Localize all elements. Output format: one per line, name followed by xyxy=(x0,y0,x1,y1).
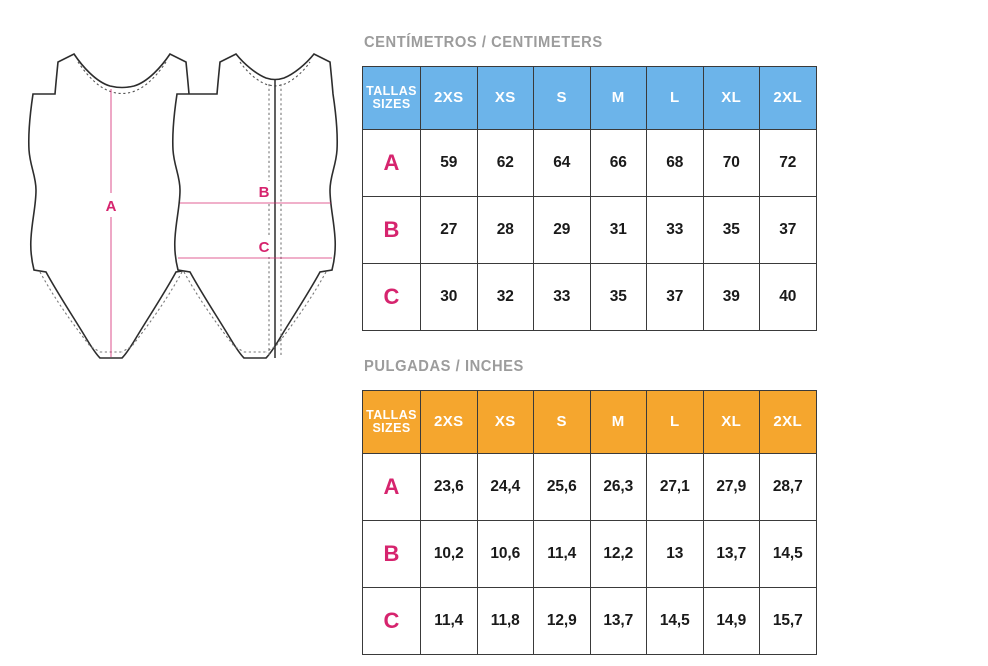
cell-c-xl-cm: 39 xyxy=(702,263,760,331)
cell-b-m-inches: 12,2 xyxy=(589,520,647,588)
header-size-s-inches: S xyxy=(533,390,591,454)
cell-b-l-inches: 13 xyxy=(646,520,704,588)
cell-a-l-inches: 27,1 xyxy=(646,453,704,521)
table-title-inches: PULGADAS / INCHES xyxy=(364,358,524,375)
cell-c-2xs-inches: 11,4 xyxy=(420,587,478,655)
header-size-m-inches: M xyxy=(589,390,647,454)
header-size-l-inches: L xyxy=(646,390,704,454)
cell-c-2xl-cm: 40 xyxy=(759,263,817,331)
header-sizes-label-cm-line2: SIZES xyxy=(372,97,411,111)
measure-label-c: C xyxy=(259,239,270,256)
cell-b-s-inches: 11,4 xyxy=(533,520,591,588)
cell-c-l-cm: 37 xyxy=(646,263,704,331)
cell-b-xs-cm: 28 xyxy=(476,196,534,264)
row-label-a-inches: A xyxy=(362,453,421,521)
cell-a-2xs-cm: 59 xyxy=(420,129,478,197)
cell-a-l-cm: 68 xyxy=(646,129,704,197)
cell-a-2xl-cm: 72 xyxy=(759,129,817,197)
front-right-leg-stitch xyxy=(121,271,183,353)
header-sizes-label-cm-line1: TALLAS xyxy=(366,83,417,98)
table-title-centimeters: CENTÍMETROS / CENTIMETERS xyxy=(364,34,603,51)
header-sizes-label-inches-line2: SIZES xyxy=(372,421,411,435)
back-outline xyxy=(171,52,339,359)
header-size-xl-inches: XL xyxy=(702,390,760,454)
header-sizes-label-inches-line1: TALLAS xyxy=(366,407,417,422)
header-size-2xs-cm: 2XS xyxy=(420,66,478,130)
cell-b-2xl-cm: 37 xyxy=(759,196,817,264)
row-label-b-cm: B xyxy=(362,196,421,264)
cell-a-xl-cm: 70 xyxy=(702,129,760,197)
front-left-leg-stitch xyxy=(39,271,101,353)
swimsuit-front-view: A xyxy=(27,52,195,359)
cell-c-xs-cm: 32 xyxy=(476,263,534,331)
cell-a-m-inches: 26,3 xyxy=(589,453,647,521)
header-size-xs-cm: XS xyxy=(476,66,534,130)
header-size-m-cm: M xyxy=(589,66,647,130)
back-right-leg-stitch xyxy=(265,271,327,353)
cell-a-s-inches: 25,6 xyxy=(533,453,591,521)
table-row: C 11,4 11,8 12,9 13,7 14,5 14,9 15,7 xyxy=(362,587,817,655)
table-row: A 23,6 24,4 25,6 26,3 27,1 27,9 28,7 xyxy=(362,453,817,521)
table-row: B 27 28 29 31 33 35 37 xyxy=(362,196,817,264)
back-left-leg-stitch xyxy=(183,271,245,353)
header-size-xs-inches: XS xyxy=(476,390,534,454)
size-table-centimeters: TALLAS SIZES 2XS XS S M L XL 2XL A 59 62 xyxy=(362,66,817,331)
cell-c-m-cm: 35 xyxy=(589,263,647,331)
cell-a-m-cm: 66 xyxy=(589,129,647,197)
row-label-c-inches: C xyxy=(362,587,421,655)
header-sizes-label-cm: TALLAS SIZES xyxy=(362,66,421,130)
measure-label-a: A xyxy=(106,198,117,215)
table-row: C 30 32 33 35 37 39 40 xyxy=(362,263,817,331)
header-size-s-cm: S xyxy=(533,66,591,130)
size-tables-panel: CENTÍMETROS / CENTIMETERS TALLAS SIZES 2… xyxy=(362,0,832,666)
cell-b-2xs-inches: 10,2 xyxy=(420,520,478,588)
size-table-inches-block: PULGADAS / INCHES TALLAS SIZES 2XS XS S … xyxy=(362,358,817,655)
row-label-b-inches: B xyxy=(362,520,421,588)
size-table-centimeters-block: CENTÍMETROS / CENTIMETERS TALLAS SIZES 2… xyxy=(362,34,817,331)
measure-label-a-bg xyxy=(103,193,120,217)
cell-a-xs-inches: 24,4 xyxy=(476,453,534,521)
cell-c-2xl-inches: 15,7 xyxy=(759,587,817,655)
cell-c-l-inches: 14,5 xyxy=(646,587,704,655)
cell-c-2xs-cm: 30 xyxy=(420,263,478,331)
table-header-row-inches: TALLAS SIZES 2XS XS S M L XL 2XL xyxy=(362,390,817,454)
size-table-inches: TALLAS SIZES 2XS XS S M L XL 2XL A 23,6 … xyxy=(362,390,817,655)
cell-c-s-inches: 12,9 xyxy=(533,587,591,655)
cell-b-xl-cm: 35 xyxy=(702,196,760,264)
table-row: B 10,2 10,6 11,4 12,2 13 13,7 14,5 xyxy=(362,520,817,588)
measure-label-b: B xyxy=(259,184,270,201)
cell-b-l-cm: 33 xyxy=(646,196,704,264)
row-label-c-cm: C xyxy=(362,263,421,331)
cell-a-2xl-inches: 28,7 xyxy=(759,453,817,521)
cell-c-xl-inches: 14,9 xyxy=(702,587,760,655)
header-size-xl-cm: XL xyxy=(702,66,760,130)
table-row: A 59 62 64 66 68 70 72 xyxy=(362,129,817,197)
cell-b-m-cm: 31 xyxy=(589,196,647,264)
cell-a-2xs-inches: 23,6 xyxy=(420,453,478,521)
cell-a-xs-cm: 62 xyxy=(476,129,534,197)
row-label-a-cm: A xyxy=(362,129,421,197)
swimsuit-illustration-panel: A B C xyxy=(0,0,345,666)
header-sizes-label-inches: TALLAS SIZES xyxy=(362,390,421,454)
cell-a-xl-inches: 27,9 xyxy=(702,453,760,521)
table-header-row-cm: TALLAS SIZES 2XS XS S M L XL 2XL xyxy=(362,66,817,130)
cell-b-2xs-cm: 27 xyxy=(420,196,478,264)
header-size-2xl-inches: 2XL xyxy=(759,390,817,454)
cell-c-xs-inches: 11,8 xyxy=(476,587,534,655)
cell-b-s-cm: 29 xyxy=(533,196,591,264)
measure-label-c-bg xyxy=(256,236,273,257)
swimsuit-back-view: B C xyxy=(171,52,339,359)
cell-c-m-inches: 13,7 xyxy=(589,587,647,655)
header-size-2xs-inches: 2XS xyxy=(420,390,478,454)
measure-label-b-bg xyxy=(256,181,273,202)
header-size-l-cm: L xyxy=(646,66,704,130)
header-size-2xl-cm: 2XL xyxy=(759,66,817,130)
cell-b-xs-inches: 10,6 xyxy=(476,520,534,588)
cell-c-s-cm: 33 xyxy=(533,263,591,331)
cell-b-xl-inches: 13,7 xyxy=(702,520,760,588)
cell-a-s-cm: 64 xyxy=(533,129,591,197)
cell-b-2xl-inches: 14,5 xyxy=(759,520,817,588)
